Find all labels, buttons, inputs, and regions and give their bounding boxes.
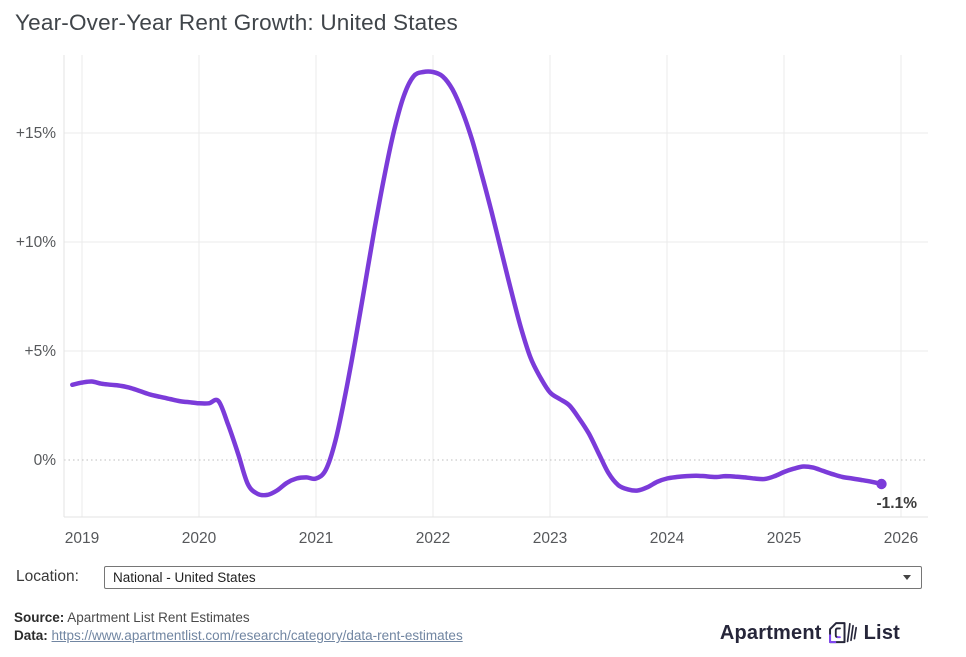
- data-label: Data:: [14, 628, 48, 643]
- x-axis-label: 2025: [767, 530, 801, 547]
- location-selected-value: National - United States: [113, 570, 256, 585]
- location-row: Location: National - United States: [0, 564, 966, 592]
- apartment-list-logo: Apartment List: [720, 618, 900, 648]
- x-axis-label: 2019: [65, 530, 99, 547]
- x-axis-label: 2022: [416, 530, 450, 547]
- chart-end-dot: [876, 478, 887, 490]
- data-link[interactable]: https://www.apartmentlist.com/research/c…: [51, 628, 463, 643]
- y-axis-label: +15%: [16, 125, 56, 142]
- rent-growth-line-chart: 2019 2020 2021 2022 2023 2024 2025 2026 0% +5% +10…: [16, 55, 928, 547]
- source-line: Source: Apartment List Rent Estimates: [14, 609, 463, 627]
- data-line: Data: https://www.apartmentlist.com/rese…: [14, 627, 463, 645]
- page-title: Year-Over-Year Rent Growth: United State…: [15, 10, 458, 35]
- chart-end-label: -1.1%: [877, 495, 918, 512]
- logo-word-apartment: Apartment: [719, 621, 822, 644]
- x-axis-label: 2020: [182, 530, 217, 547]
- attribution-footer: Source: Apartment List Rent Estimates Da…: [14, 609, 463, 645]
- chart-line: [70, 69, 884, 498]
- y-axis-label: +5%: [25, 343, 57, 360]
- logo-word-list: List: [863, 621, 900, 644]
- x-axis-label: 2024: [650, 530, 685, 547]
- apartment-list-house-icon: [827, 618, 859, 648]
- x-axis-label: 2026: [884, 530, 918, 547]
- x-axis-label: 2023: [533, 530, 567, 547]
- y-axis-label: 0%: [34, 452, 57, 469]
- location-label: Location:: [16, 568, 79, 585]
- x-axis-label: 2021: [299, 530, 333, 547]
- location-select[interactable]: National - United States: [104, 566, 922, 589]
- chevron-down-icon: [903, 575, 911, 580]
- y-axis-label: +10%: [16, 234, 56, 251]
- source-label: Source:: [14, 610, 65, 625]
- source-text: Apartment List Rent Estimates: [67, 610, 250, 625]
